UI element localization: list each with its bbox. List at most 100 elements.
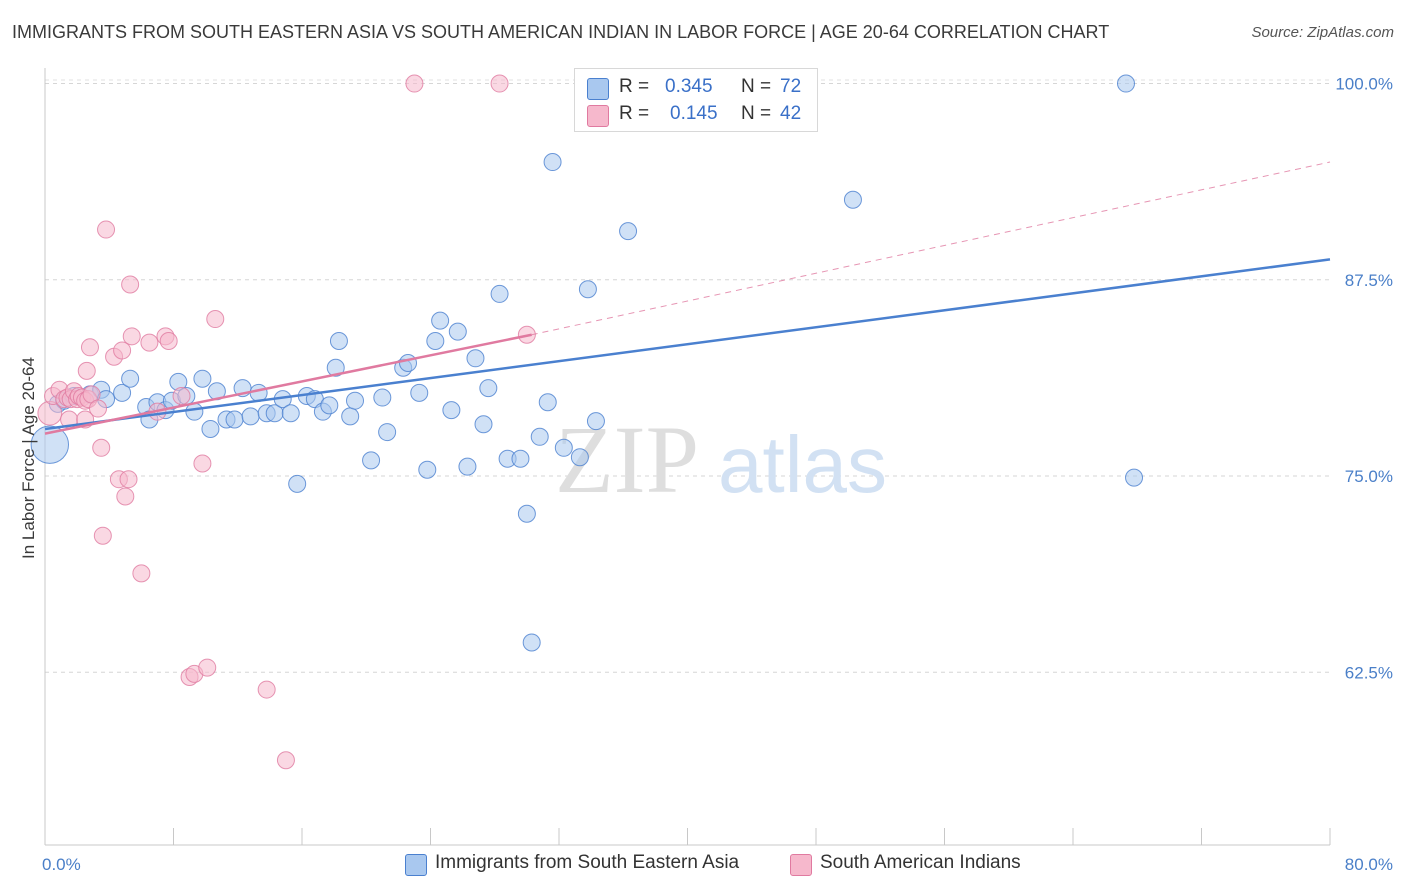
- data-point: [843, 190, 862, 209]
- data-point: [241, 407, 260, 426]
- y-tick-label: 62.5%: [1345, 663, 1393, 682]
- data-point: [329, 332, 348, 351]
- r-value: 0.145: [670, 103, 718, 124]
- data-point: [77, 361, 96, 380]
- data-point: [517, 504, 536, 523]
- data-point: [193, 369, 212, 388]
- data-point: [554, 438, 573, 457]
- data-point: [113, 341, 132, 360]
- data-point: [479, 379, 498, 398]
- data-point: [201, 419, 220, 438]
- data-point: [586, 412, 605, 431]
- data-point: [225, 410, 244, 429]
- data-point: [410, 383, 429, 402]
- n-label: N =: [741, 76, 772, 97]
- data-point: [458, 457, 477, 476]
- data-point: [97, 220, 116, 239]
- data-point: [92, 438, 111, 457]
- data-point: [570, 448, 589, 467]
- watermark: ZIP atlas: [555, 406, 887, 513]
- data-point: [490, 284, 509, 303]
- legend-swatch-pink: [587, 105, 609, 127]
- y-tick-label: 87.5%: [1345, 271, 1393, 290]
- watermark-atlas: atlas: [718, 420, 887, 509]
- source-label: Source: ZipAtlas.com: [1251, 24, 1394, 41]
- legend-swatch-pink: [790, 854, 812, 876]
- data-point: [288, 474, 307, 493]
- data-point: [119, 470, 138, 489]
- data-point: [281, 404, 300, 423]
- data-point: [511, 449, 530, 468]
- data-point: [116, 487, 135, 506]
- n-value: 72: [780, 76, 802, 97]
- legend-swatch-blue: [405, 854, 427, 876]
- gridlines: [45, 79, 1330, 673]
- data-point: [1117, 74, 1136, 93]
- data-point: [426, 332, 445, 351]
- x-tick-label: 0.0%: [42, 855, 81, 874]
- data-point: [121, 369, 140, 388]
- r-label: R =: [619, 76, 650, 97]
- data-point: [122, 327, 141, 346]
- data-point: [543, 153, 562, 172]
- data-point: [418, 460, 437, 479]
- data-point: [474, 415, 493, 434]
- r-value: 0.345: [665, 76, 713, 97]
- data-point: [326, 358, 345, 377]
- data-point: [113, 383, 132, 402]
- data-point: [206, 310, 225, 329]
- data-point: [490, 74, 509, 93]
- data-point: [132, 564, 151, 583]
- data-point: [121, 275, 140, 294]
- data-point: [1125, 468, 1144, 487]
- data-point: [522, 633, 541, 652]
- data-point: [346, 391, 365, 410]
- axis-labels: 62.5% 75.0% 87.5% 100.0% 0.0% 80.0% In Labor F…: [19, 75, 1393, 874]
- trend-lines: [44, 161, 1331, 435]
- data-point: [431, 311, 450, 330]
- y-axis-title: In Labor Force | Age 20-64: [19, 357, 38, 559]
- data-point: [257, 680, 276, 699]
- data-point: [362, 451, 381, 470]
- legend-label: South American Indians: [820, 852, 1021, 873]
- y-tick-label: 100.0%: [1335, 75, 1393, 94]
- data-point: [466, 349, 485, 368]
- series-south-eastern-asia: [30, 74, 1144, 652]
- data-point: [30, 425, 70, 464]
- data-point: [341, 407, 360, 426]
- legend-swatch-blue: [587, 78, 609, 100]
- chart-title: IMMIGRANTS FROM SOUTH EASTERN ASIA VS SO…: [12, 22, 1110, 42]
- data-point: [140, 333, 159, 352]
- n-value: 42: [780, 103, 802, 124]
- data-point: [80, 338, 99, 357]
- data-point: [172, 386, 191, 405]
- stats-legend: R = 0.345 N = 72 R = 0.145 N = 42: [574, 68, 818, 132]
- legend-label: Immigrants from South Eastern Asia: [435, 852, 740, 873]
- data-point: [193, 454, 212, 473]
- n-label: N =: [741, 103, 772, 124]
- data-points: [30, 74, 1144, 770]
- data-point: [538, 393, 557, 412]
- data-point: [159, 332, 178, 351]
- data-point: [399, 354, 418, 373]
- r-label: R =: [619, 103, 650, 124]
- data-point: [530, 427, 549, 446]
- data-point: [276, 751, 295, 770]
- data-point: [89, 399, 108, 418]
- data-point: [448, 322, 467, 341]
- trend-line-blue: [44, 258, 1331, 431]
- data-point: [619, 222, 638, 241]
- trend-line-pink: [44, 333, 532, 435]
- data-point: [198, 658, 217, 677]
- x-tick-label: 80.0%: [1345, 855, 1393, 874]
- trend-line-extension: [531, 161, 1331, 336]
- y-tick-label: 75.0%: [1345, 467, 1393, 486]
- data-point: [578, 280, 597, 299]
- data-point: [405, 74, 424, 93]
- data-point: [93, 526, 112, 545]
- data-point: [320, 396, 339, 415]
- data-point: [373, 388, 392, 407]
- data-point: [442, 401, 461, 420]
- data-point: [378, 423, 397, 442]
